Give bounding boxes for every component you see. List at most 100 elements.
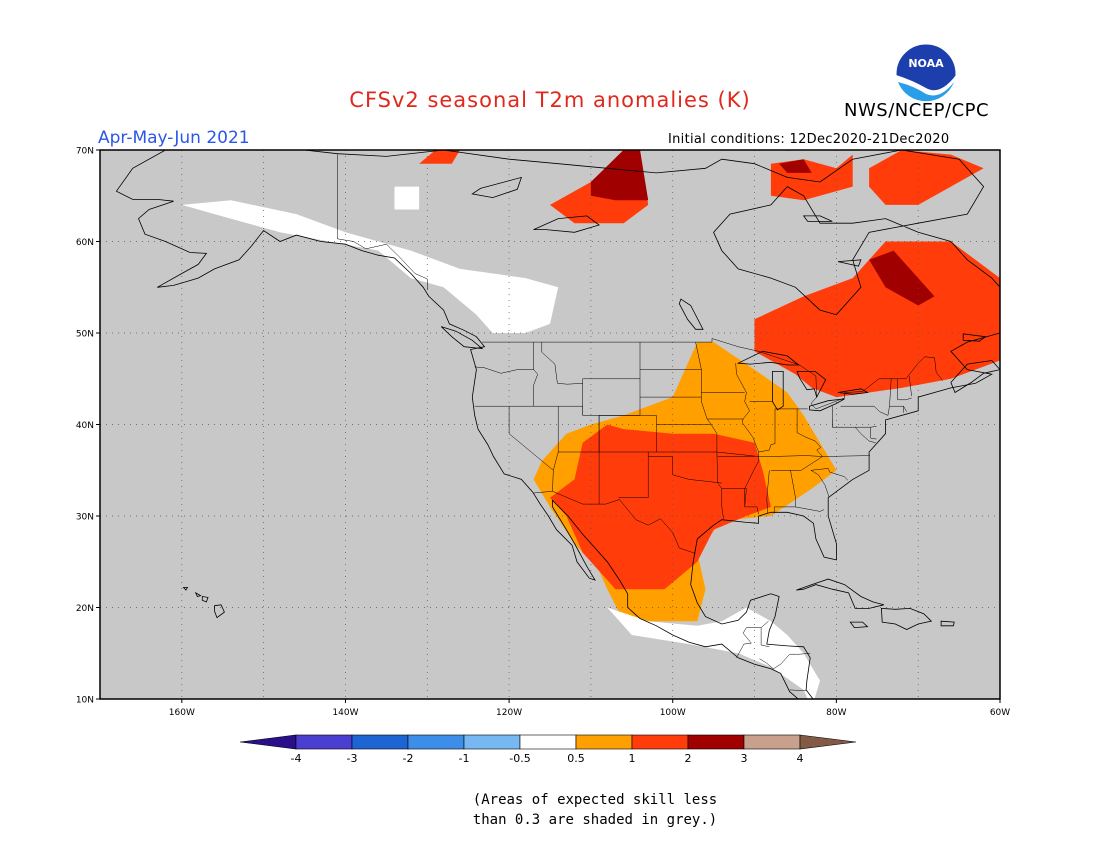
coastline-12 bbox=[802, 215, 833, 222]
colorbar-label: -0.5 bbox=[509, 752, 530, 765]
country-border-6 bbox=[789, 689, 807, 692]
lat-tick-label: 70N bbox=[76, 147, 94, 157]
colorbar-label: 1 bbox=[629, 752, 636, 765]
state-border-25 bbox=[758, 455, 823, 457]
lake-0 bbox=[736, 350, 800, 366]
lat-tick-label: 60N bbox=[76, 238, 94, 248]
lake-6 bbox=[533, 215, 600, 233]
country-border-0 bbox=[337, 153, 428, 290]
coastline-15 bbox=[1006, 318, 1060, 363]
coastline-10 bbox=[786, 150, 789, 152]
colorbar-label: -3 bbox=[347, 752, 358, 765]
state-border-11 bbox=[598, 415, 657, 452]
colorbar-high-arrow bbox=[799, 734, 857, 750]
anomaly-region-13 bbox=[394, 186, 420, 210]
state-border-22 bbox=[735, 363, 759, 507]
coastline-4 bbox=[849, 621, 869, 629]
state-border-37 bbox=[870, 427, 877, 440]
colorbar-label: 3 bbox=[741, 752, 748, 765]
anomaly-region-2 bbox=[754, 241, 1000, 398]
lat-tick-label: 30N bbox=[76, 513, 94, 523]
colorbar-label: 4 bbox=[797, 752, 804, 765]
state-border-42 bbox=[908, 375, 912, 397]
colorbar-swatch bbox=[575, 734, 633, 750]
map-title: CFSv2 seasonal T2m anomalies (K) bbox=[349, 88, 751, 112]
state-border-26 bbox=[766, 470, 770, 514]
state-border-15 bbox=[618, 452, 649, 498]
colorbar-swatch bbox=[687, 734, 745, 750]
coastline-1 bbox=[440, 326, 484, 350]
latitude-ticks: 70N 60N 50N 40N 30N 20N 10N bbox=[76, 147, 100, 706]
state-border-28 bbox=[795, 506, 825, 512]
lat-tick-label: 40N bbox=[76, 421, 94, 431]
season-label: Apr-May-Jun 2021 bbox=[98, 128, 250, 148]
state-border-5 bbox=[552, 406, 559, 492]
anomaly-region-12 bbox=[607, 607, 820, 699]
anomaly-regions bbox=[181, 150, 1000, 699]
lon-tick-label: 160W bbox=[169, 708, 195, 718]
state-border-0 bbox=[533, 342, 538, 407]
longitude-ticks: 160W 140W 120W 100W 80W 60W bbox=[169, 699, 1010, 718]
lat-tick-label: 20N bbox=[76, 604, 94, 614]
state-border-30 bbox=[758, 408, 776, 453]
lon-tick-label: 100W bbox=[660, 708, 686, 718]
state-border-40 bbox=[897, 397, 912, 401]
country-border-2 bbox=[532, 491, 696, 554]
footnote-line-1: (Areas of expected skill less bbox=[472, 792, 718, 808]
colorbar-label: -1 bbox=[459, 752, 470, 765]
anomaly-region-9 bbox=[779, 159, 812, 173]
country-border-4 bbox=[760, 627, 770, 648]
country-border-5 bbox=[759, 653, 811, 670]
org-label: NWS/NCEP/CPC bbox=[844, 100, 990, 121]
lat-tick-label: 50N bbox=[76, 330, 94, 340]
lon-tick-label: 80W bbox=[826, 708, 846, 718]
lon-tick-label: 60W bbox=[990, 708, 1010, 718]
coastline-3 bbox=[880, 607, 933, 630]
colorbar-swatch bbox=[295, 734, 353, 750]
state-border-31 bbox=[796, 432, 823, 457]
colorbar-swatch bbox=[743, 734, 801, 750]
gridlines bbox=[100, 150, 1000, 699]
colorbar: -4 -3 -2 -1 -0.5 0.5 1 2 3 4 bbox=[239, 734, 857, 765]
colorbar-label: 2 bbox=[685, 752, 692, 765]
coastline-7 bbox=[201, 596, 209, 603]
coastline-0 bbox=[115, 150, 1000, 699]
lake-5 bbox=[678, 298, 704, 330]
colorbar-swatch bbox=[351, 734, 409, 750]
lat-tick-label: 10N bbox=[76, 696, 94, 706]
coastline-8 bbox=[194, 591, 202, 597]
coastline-6 bbox=[214, 604, 225, 619]
coastline-9 bbox=[182, 587, 189, 591]
country-border-7 bbox=[812, 704, 815, 715]
state-border-4 bbox=[541, 342, 583, 385]
state-border-16 bbox=[648, 456, 722, 484]
initial-conditions-label: Initial conditions: 12Dec2020-21Dec2020 bbox=[668, 132, 950, 147]
coastlines bbox=[115, 136, 1060, 699]
colorbar-low-arrow bbox=[239, 734, 297, 750]
lake-2 bbox=[796, 370, 827, 399]
lon-tick-label: 120W bbox=[496, 708, 522, 718]
colorbar-swatch bbox=[519, 734, 577, 750]
state-border-44 bbox=[810, 470, 830, 497]
anomaly-region-8 bbox=[869, 250, 935, 306]
country-border-1 bbox=[482, 338, 943, 410]
coastline-11 bbox=[534, 136, 591, 148]
lake-1 bbox=[772, 370, 784, 411]
noaa-logo: NOAA bbox=[895, 43, 957, 105]
coastline-16 bbox=[950, 360, 1000, 394]
coastline-2 bbox=[796, 578, 884, 609]
state-border-3 bbox=[508, 406, 554, 471]
coastline-13 bbox=[837, 259, 862, 267]
colorbar-label: -4 bbox=[291, 752, 302, 765]
colorbar-swatch bbox=[631, 734, 689, 750]
state-border-36 bbox=[855, 427, 876, 444]
lon-tick-label: 140W bbox=[332, 708, 358, 718]
colorbar-label: -2 bbox=[403, 752, 414, 765]
colorbar-label: 0.5 bbox=[567, 752, 585, 765]
state-border-24 bbox=[770, 455, 870, 471]
lake-4 bbox=[837, 388, 869, 395]
anomaly-region-4 bbox=[419, 150, 460, 164]
anomaly-region-11 bbox=[443, 268, 559, 324]
lake-3 bbox=[809, 398, 845, 412]
